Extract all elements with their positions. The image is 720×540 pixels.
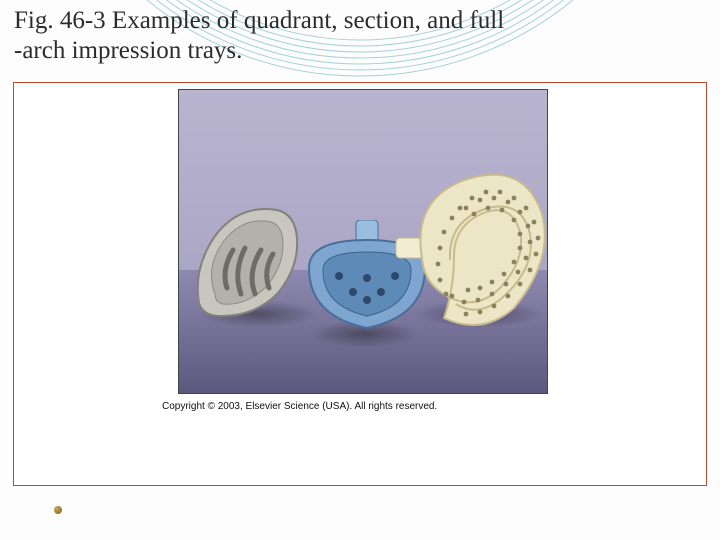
copyright-text: Copyright © 2003, Elsevier Science (USA)…: [162, 401, 437, 412]
figure-caption: Fig. 46-3 Examples of quadrant, section,…: [14, 6, 700, 65]
photo: [178, 89, 548, 394]
caption-line2: -arch impression trays.: [14, 37, 242, 64]
quadrant-tray: [187, 198, 317, 323]
caption-line1: Fig. 46-3 Examples of quadrant, section,…: [14, 7, 504, 34]
bullet-icon: [54, 506, 62, 514]
full-arch-tray: [394, 168, 548, 333]
figure-frame: Copyright © 2003, Elsevier Science (USA)…: [13, 82, 707, 486]
